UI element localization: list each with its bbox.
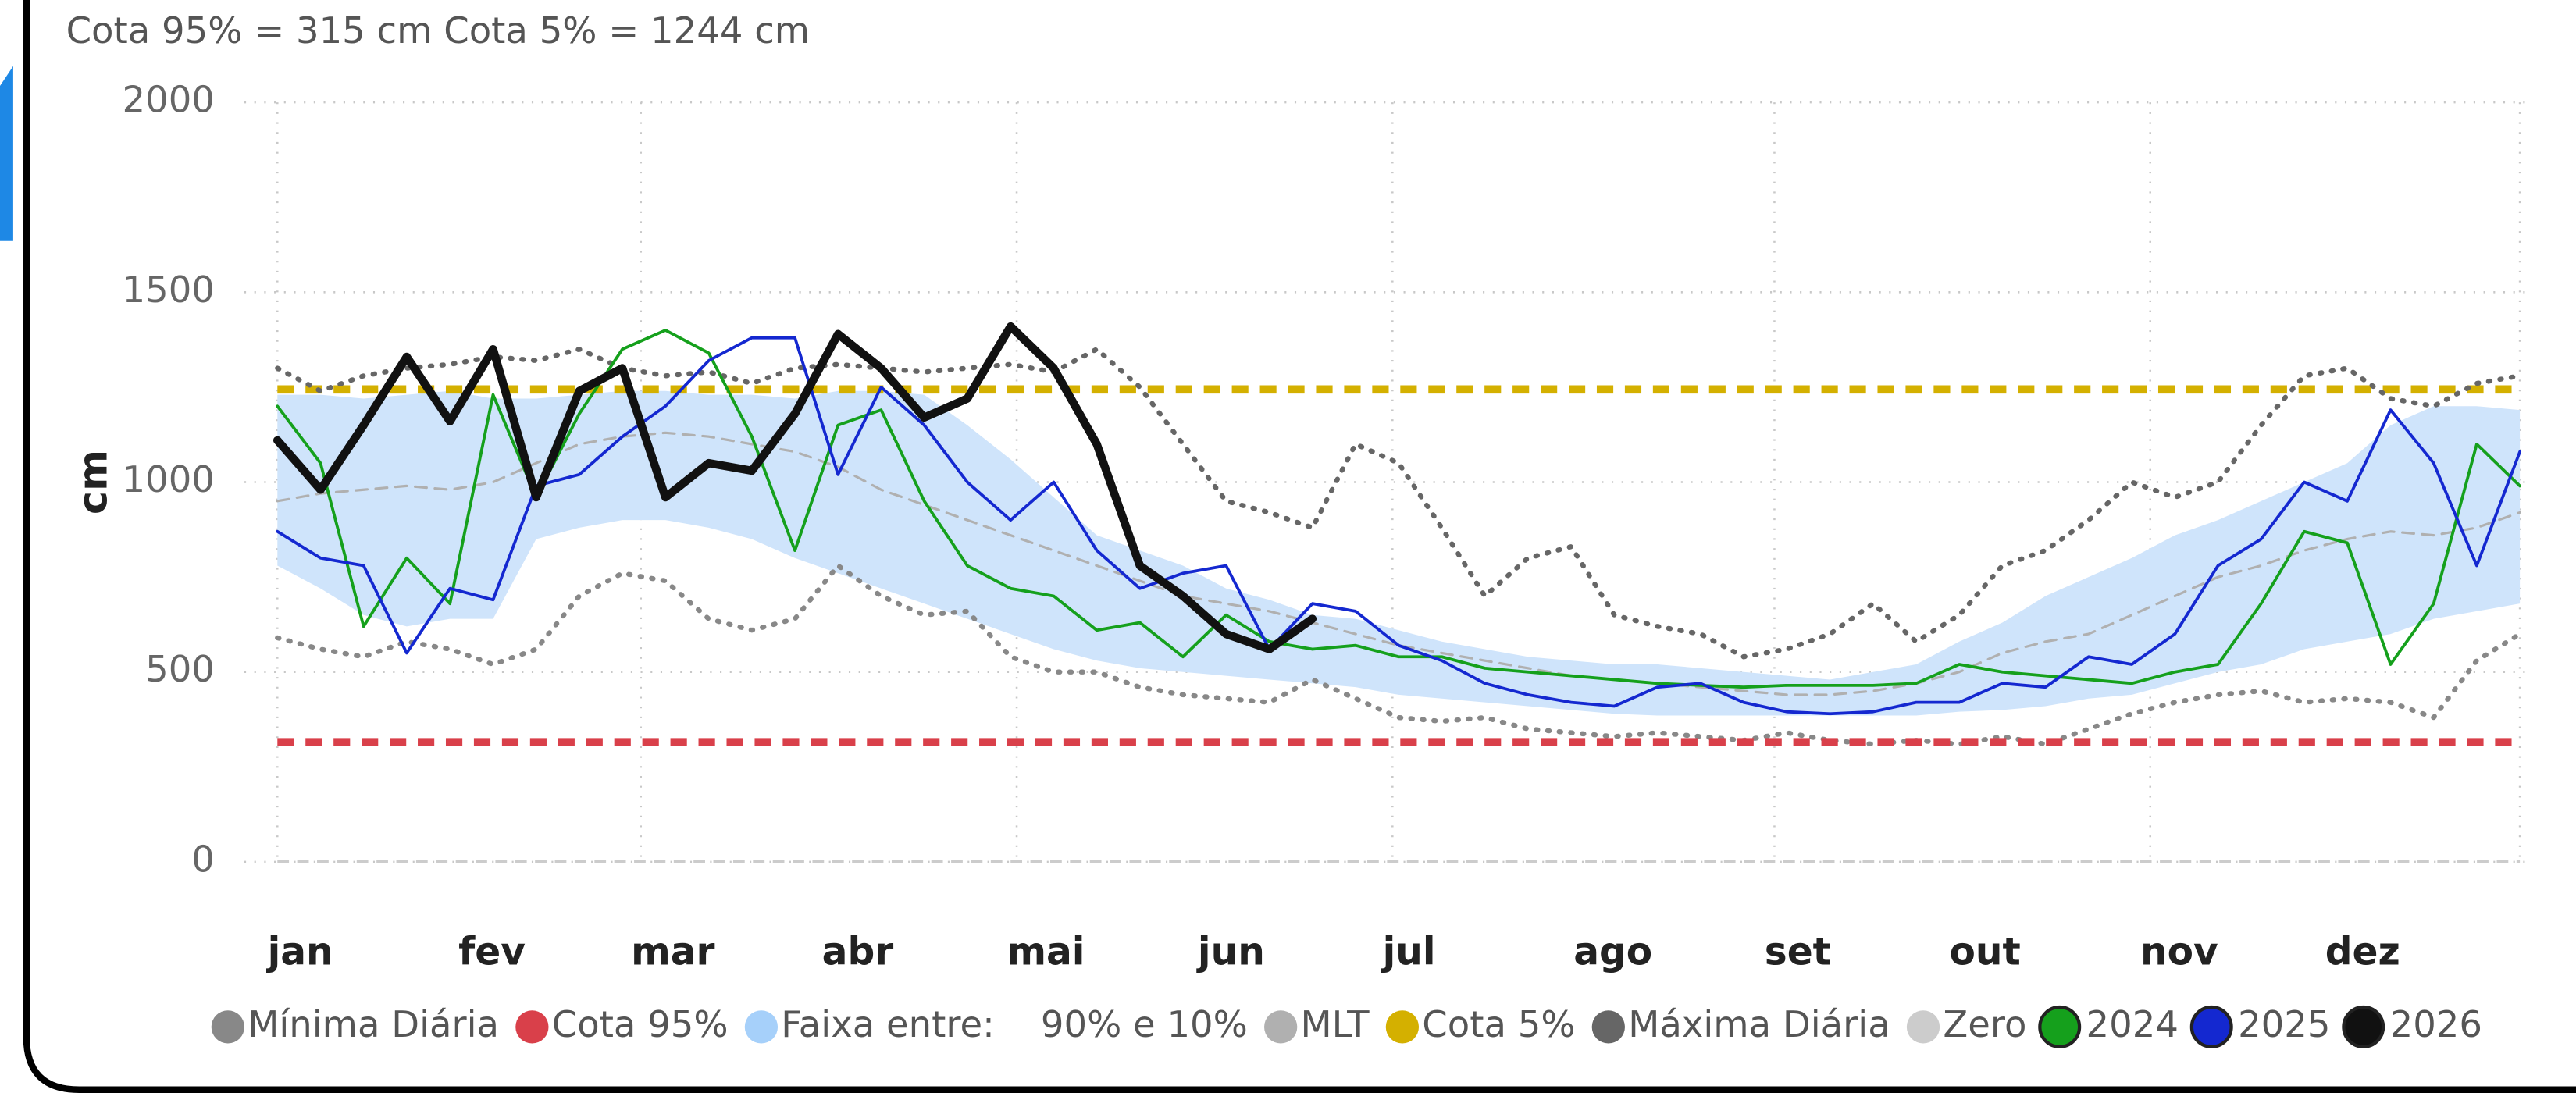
y-tick-label: 2000 bbox=[123, 79, 215, 121]
band-area bbox=[277, 390, 2521, 716]
legend-marker bbox=[515, 1010, 549, 1044]
series-line bbox=[276, 336, 2522, 716]
x-tick-label: mai bbox=[1007, 930, 1085, 974]
y-tick-label: 0 bbox=[191, 838, 215, 880]
x-tick-label: set bbox=[1765, 930, 1831, 974]
legend-label: Zero bbox=[1943, 1003, 2026, 1045]
series-line bbox=[276, 329, 2522, 689]
legend-label: 2024 bbox=[2086, 1003, 2179, 1045]
series-line bbox=[275, 347, 2523, 660]
legend-label: Faixa entre: 90% e 10% bbox=[781, 1003, 1248, 1045]
legend-marker bbox=[744, 1010, 779, 1044]
legend-marker bbox=[211, 1010, 244, 1044]
y-tick-label: 1500 bbox=[123, 269, 215, 311]
plot-area bbox=[273, 322, 2523, 864]
subtitle: Cota 95% = 315 cm Cota 5% = 1244 cm bbox=[66, 9, 811, 52]
series-line bbox=[273, 322, 1317, 653]
legend-marker bbox=[2038, 1005, 2082, 1048]
x-tick-label: jul bbox=[1381, 930, 1436, 974]
x-tick-label: abr bbox=[822, 930, 894, 974]
legend-marker bbox=[2189, 1005, 2233, 1048]
y-axis-label: cm bbox=[70, 450, 116, 514]
x-tick-label: jun bbox=[1196, 930, 1265, 974]
y-tick-label: 500 bbox=[145, 648, 215, 690]
axes: 0 500 1000 1500 2000 jan fev mar abr mai jun jul ago… bbox=[123, 79, 2400, 974]
series-line bbox=[276, 431, 2521, 696]
x-tick-label: dez bbox=[2325, 930, 2400, 974]
legend-label: MLT bbox=[1301, 1003, 1370, 1045]
legend-label: Cota 95% bbox=[552, 1003, 729, 1045]
side-tab bbox=[0, 66, 13, 241]
legend-marker bbox=[2342, 1005, 2385, 1048]
x-tick-label: nov bbox=[2140, 930, 2218, 974]
x-tick-label: mar bbox=[631, 930, 714, 974]
series-line bbox=[275, 563, 2523, 747]
legend: Mínima Diária Cota 95% Faixa entre: 90% e … bbox=[211, 1003, 2482, 1048]
x-tick-label: fev bbox=[458, 930, 526, 974]
legend-label: 2026 bbox=[2390, 1003, 2482, 1045]
legend-marker bbox=[1591, 1010, 1625, 1044]
legend-label: 2025 bbox=[2238, 1003, 2330, 1045]
y-tick-label: 1000 bbox=[123, 458, 215, 500]
frame bbox=[23, 0, 2576, 1093]
legend-marker bbox=[1906, 1010, 1940, 1044]
legend-label: Máxima Diária bbox=[1628, 1003, 1890, 1045]
legend-label: Cota 5% bbox=[1422, 1003, 1575, 1045]
legend-marker bbox=[1385, 1010, 1420, 1044]
x-tick-label: ago bbox=[1573, 930, 1652, 974]
x-tick-label: out bbox=[1949, 930, 2020, 974]
x-tick-label: jan bbox=[266, 930, 333, 974]
legend-marker bbox=[1264, 1010, 1298, 1044]
legend-label: Mínima Diária bbox=[248, 1003, 499, 1045]
